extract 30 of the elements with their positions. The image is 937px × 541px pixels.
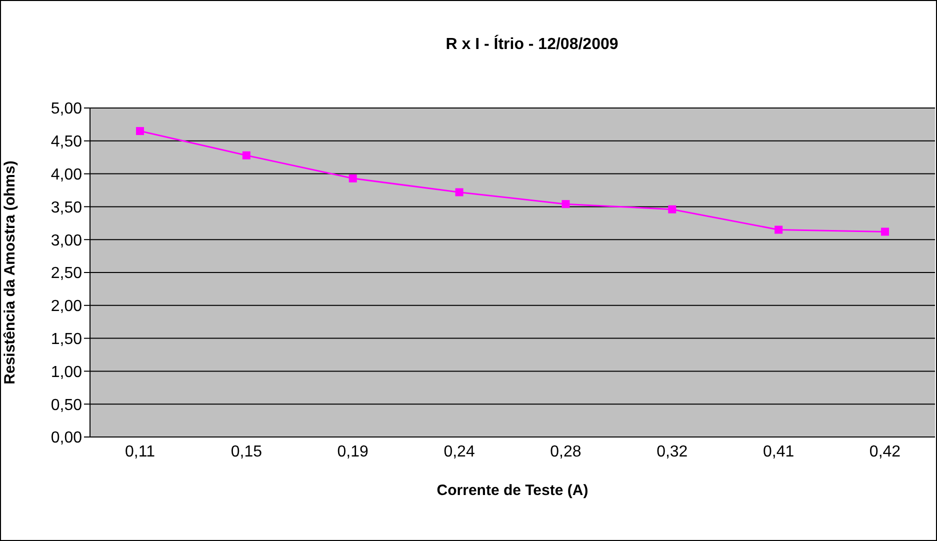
- x-tick-label: 0,28: [550, 443, 582, 460]
- y-tick-label: 3,50: [50, 199, 82, 216]
- y-tick-label: 0,50: [50, 396, 82, 414]
- x-tick-label: 0,32: [656, 443, 688, 460]
- point: [242, 151, 250, 160]
- y-tick-label: 3,00: [50, 232, 82, 250]
- x-tick-label: 0,24: [444, 443, 475, 460]
- y-tick-label: 2,00: [50, 298, 82, 316]
- point: [881, 228, 889, 236]
- y-tick-label: 4,00: [50, 166, 82, 184]
- y-tick-label: 1,00: [50, 364, 82, 381]
- y-axis-title: Resistência da Amostra (ohms): [1, 160, 18, 384]
- point: [455, 188, 464, 196]
- y-tick-label: 1,50: [50, 330, 82, 348]
- x-tick-label: 0,15: [230, 443, 262, 460]
- point: [348, 174, 357, 182]
- x-axis-title: Corrente de Teste (A): [436, 482, 588, 499]
- x-tick-label: 0,42: [869, 443, 901, 460]
- y-tick-label: 4,50: [50, 134, 82, 151]
- point: [562, 200, 570, 208]
- x-tick-label: 0,19: [337, 443, 369, 460]
- y-tick-label: 5,00: [50, 100, 82, 118]
- chart-title: R x I - Ítrio - 12/08/2009: [444, 36, 620, 54]
- point: [774, 226, 783, 234]
- x-tick-label: 0,11: [125, 443, 156, 460]
- y-tick-label: 0,00: [50, 430, 82, 447]
- point: [668, 205, 676, 214]
- y-tick-label: 2,50: [50, 265, 82, 282]
- x-tick-label: 0,41: [763, 443, 794, 460]
- point: [136, 127, 144, 136]
